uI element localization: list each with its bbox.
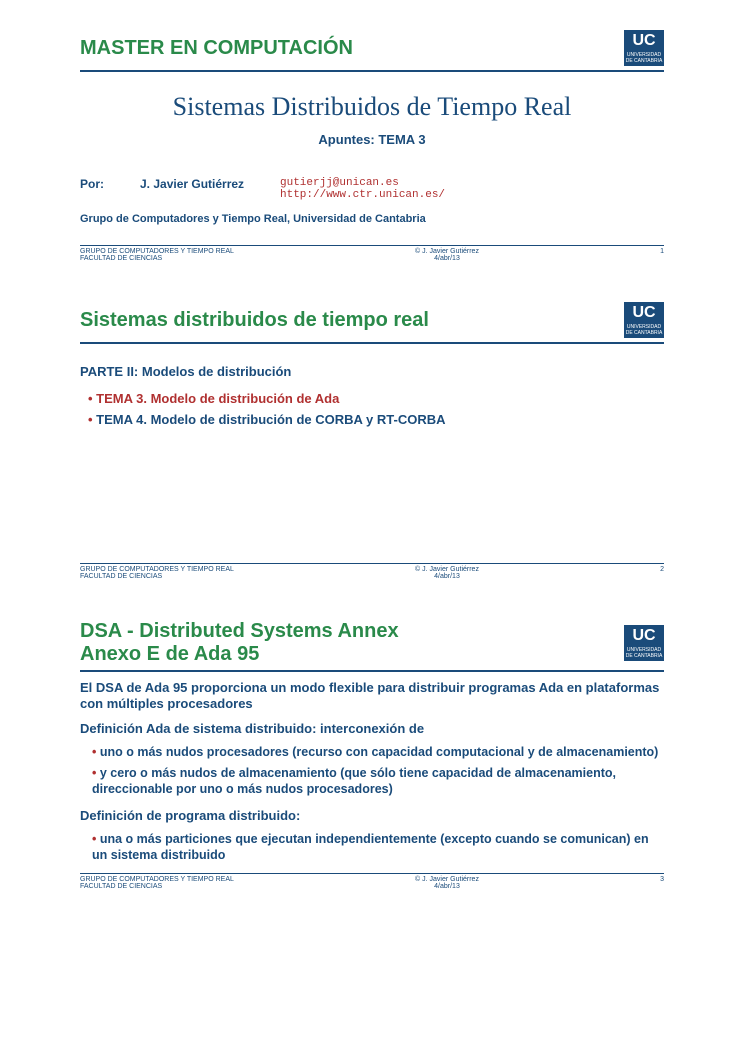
dsa-intro: El DSA de Ada 95 proporciona un modo fle… <box>80 680 664 713</box>
footer-pagenum: 2 <box>660 566 664 580</box>
spacer <box>80 433 664 553</box>
slide2-title: Sistemas distribuidos de tiempo real <box>80 309 624 332</box>
footer-faculty: FACULTAD DE CIENCIAS <box>80 255 234 262</box>
author-links: gutierjj@unican.es http://www.ctr.unican… <box>280 177 445 201</box>
slide3-title: DSA - Distributed Systems Annex Anexo E … <box>80 620 624 666</box>
uc-logo-text: UC <box>632 304 655 321</box>
slide3-header: DSA - Distributed Systems Annex Anexo E … <box>80 620 664 672</box>
footer-copyright: © J. Javier Gutiérrez <box>415 248 479 255</box>
slide-1: MASTER EN COMPUTACIÓN UC UNIVERSIDAD DE … <box>0 0 744 272</box>
parte-heading: PARTE II: Modelos de distribución <box>80 364 664 379</box>
footer-copyright: © J. Javier Gutiérrez <box>415 876 479 883</box>
uc-logo-sub2: DE CANTABRIA <box>624 58 664 64</box>
footer-date: 4/abr/13 <box>415 573 479 580</box>
research-group: Grupo de Computadores y Tiempo Real, Uni… <box>80 213 664 225</box>
definition-system: Definición Ada de sistema distribuido: i… <box>80 721 664 737</box>
master-program-title: MASTER EN COMPUTACIÓN <box>80 37 353 60</box>
uc-logo: UC UNIVERSIDAD DE CANTABRIA <box>624 302 664 338</box>
document-subtitle: Apuntes: TEMA 3 <box>80 132 664 147</box>
uc-logo-text: UC <box>632 627 655 644</box>
slide3-footer: GRUPO DE COMPUTADORES Y TIEMPO REAL FACU… <box>80 873 664 890</box>
slide1-footer: GRUPO DE COMPUTADORES Y TIEMPO REAL FACU… <box>80 245 664 262</box>
uc-logo-sub2: DE CANTABRIA <box>624 653 664 659</box>
footer-left: GRUPO DE COMPUTADORES Y TIEMPO REAL FACU… <box>80 566 234 580</box>
definition-program: Definición de programa distribuido: <box>80 808 664 824</box>
tema-3-item: TEMA 3. Modelo de distribución de Ada <box>88 391 664 406</box>
footer-left: GRUPO DE COMPUTADORES Y TIEMPO REAL FACU… <box>80 248 234 262</box>
slide-3: DSA - Distributed Systems Annex Anexo E … <box>0 590 744 900</box>
system-bullets: uno o más nudos procesadores (recurso co… <box>80 745 664 798</box>
footer-pagenum: 1 <box>660 248 664 262</box>
bullet-partitions: una o más particiones que ejecutan indep… <box>92 832 664 863</box>
tema-4-item: TEMA 4. Modelo de distribución de CORBA … <box>88 412 664 427</box>
slide2-footer: GRUPO DE COMPUTADORES Y TIEMPO REAL FACU… <box>80 563 664 580</box>
bullet-processor-nodes: uno o más nudos procesadores (recurso co… <box>92 745 664 761</box>
footer-copyright: © J. Javier Gutiérrez <box>415 566 479 573</box>
bullet-storage-nodes: y cero o más nudos de almacenamiento (qu… <box>92 766 664 797</box>
slide-2: Sistemas distribuidos de tiempo real UC … <box>0 272 744 590</box>
author-row: Por: J. Javier Gutiérrez gutierjj@unican… <box>80 177 664 201</box>
footer-faculty: FACULTAD DE CIENCIAS <box>80 883 234 890</box>
footer-group: GRUPO DE COMPUTADORES Y TIEMPO REAL <box>80 566 234 573</box>
slide3-title-line1: DSA - Distributed Systems Annex <box>80 620 624 643</box>
uc-logo: UC UNIVERSIDAD DE CANTABRIA <box>624 30 664 66</box>
uc-logo: UC UNIVERSIDAD DE CANTABRIA <box>624 625 664 661</box>
program-bullets: una o más particiones que ejecutan indep… <box>80 832 664 863</box>
footer-pagenum: 3 <box>660 876 664 890</box>
footer-group: GRUPO DE COMPUTADORES Y TIEMPO REAL <box>80 876 234 883</box>
por-label: Por: <box>80 177 140 201</box>
uc-logo-sub2: DE CANTABRIA <box>624 330 664 336</box>
footer-date: 4/abr/13 <box>415 255 479 262</box>
footer-left: GRUPO DE COMPUTADORES Y TIEMPO REAL FACU… <box>80 876 234 890</box>
tema-list: TEMA 3. Modelo de distribución de Ada TE… <box>80 391 664 427</box>
document-title: Sistemas Distribuidos de Tiempo Real <box>80 92 664 122</box>
footer-center: © J. Javier Gutiérrez 4/abr/13 <box>415 876 479 890</box>
footer-center: © J. Javier Gutiérrez 4/abr/13 <box>415 248 479 262</box>
author-email: gutierjj@unican.es <box>280 177 445 189</box>
slide1-header: MASTER EN COMPUTACIÓN UC UNIVERSIDAD DE … <box>80 30 664 72</box>
uc-logo-text: UC <box>632 32 655 49</box>
footer-faculty: FACULTAD DE CIENCIAS <box>80 573 234 580</box>
author-name: J. Javier Gutiérrez <box>140 177 280 201</box>
slide3-title-line2: Anexo E de Ada 95 <box>80 643 624 666</box>
author-url: http://www.ctr.unican.es/ <box>280 189 445 201</box>
slide2-header: Sistemas distribuidos de tiempo real UC … <box>80 302 664 344</box>
footer-date: 4/abr/13 <box>415 883 479 890</box>
footer-center: © J. Javier Gutiérrez 4/abr/13 <box>415 566 479 580</box>
footer-group: GRUPO DE COMPUTADORES Y TIEMPO REAL <box>80 248 234 255</box>
